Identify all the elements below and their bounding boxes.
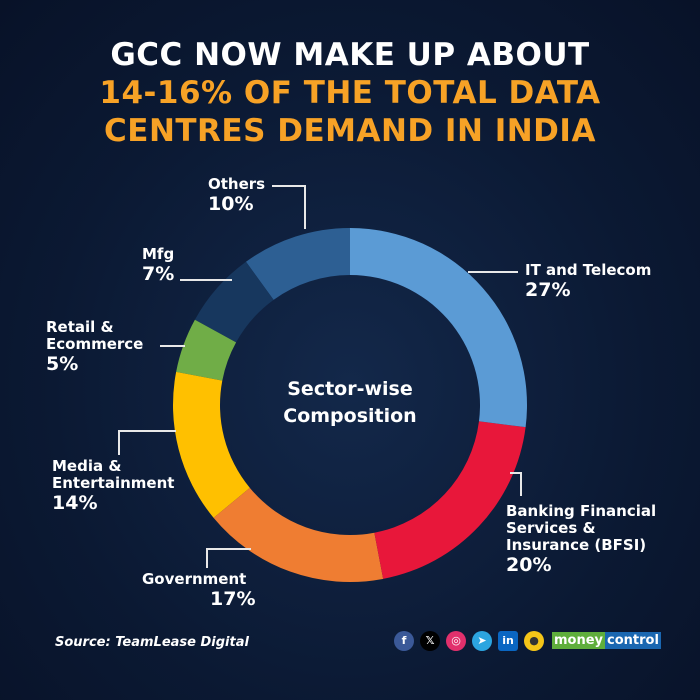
telegram-icon[interactable]: ➤ [472,631,492,651]
slice-value: 20% [506,554,552,576]
donut-slice-retail-ecommerce [176,319,237,381]
donut-slice-it-and-telecom [350,228,527,428]
label-government: Government 17% [142,570,256,611]
source-note: Source: TeamLease Digital [55,635,249,650]
slice-value: 7% [142,263,175,285]
slice-value: 10% [208,193,254,215]
donut-slice-government [213,487,384,583]
leader-line [272,185,305,187]
instagram-icon[interactable]: ◎ [446,631,466,651]
label-bfsi: Banking Financial Services & Insurance (… [506,502,676,577]
label-media: Media & Entertainment 14% [52,457,175,515]
slice-label: Banking Financial Services & Insurance (… [506,502,657,554]
leader-line [206,548,251,550]
logo-part-1: money [552,632,606,649]
slice-label: Mfg [142,245,175,263]
slice-label: Media & Entertainment [52,457,175,492]
label-retail: Retail & Ecommerce 5% [46,318,156,376]
logo-part-2: control [605,632,661,649]
slice-label: IT and Telecom [525,261,652,279]
leader-line [520,472,522,496]
x-icon[interactable]: 𝕏 [420,631,440,651]
center-label-line-1: Sector-wise [287,378,413,400]
slice-label: Others [208,175,266,193]
donut-slice-media-entertainment [173,371,250,518]
leader-line [304,185,306,229]
leader-line [160,345,185,347]
linkedin-icon[interactable]: in [498,631,518,651]
slice-value: 14% [52,492,98,514]
slice-value: 5% [46,353,79,375]
leader-line [118,430,176,432]
label-others: Others 10% [208,175,266,216]
leader-line [206,548,208,568]
donut-slice-others [245,228,350,300]
facebook-icon[interactable]: f [394,631,414,651]
donut-slice-mfg [194,261,274,343]
slice-label: Government [142,570,247,588]
center-label-line-2: Composition [283,405,416,427]
title-line-2: 14-16% OF THE TOTAL DATA [99,75,601,111]
label-it-telecom: IT and Telecom 27% [525,261,652,302]
donut-slice-banking-financial-services-insurance-bfsi [374,421,526,579]
leader-line [118,430,120,455]
label-mfg: Mfg 7% [142,245,175,286]
leader-line [180,279,232,281]
moneycontrol-logo: money control [552,632,661,649]
slice-value: 17% [210,588,256,610]
slice-label: Retail & Ecommerce [46,318,144,353]
leader-line [510,472,522,474]
title-line-3: CENTRES DEMAND IN INDIA [104,113,596,149]
koo-icon[interactable]: ● [524,631,544,651]
slice-value: 27% [525,279,571,301]
leader-line [468,271,518,273]
title-line-1: GCC NOW MAKE UP ABOUT [110,37,590,73]
